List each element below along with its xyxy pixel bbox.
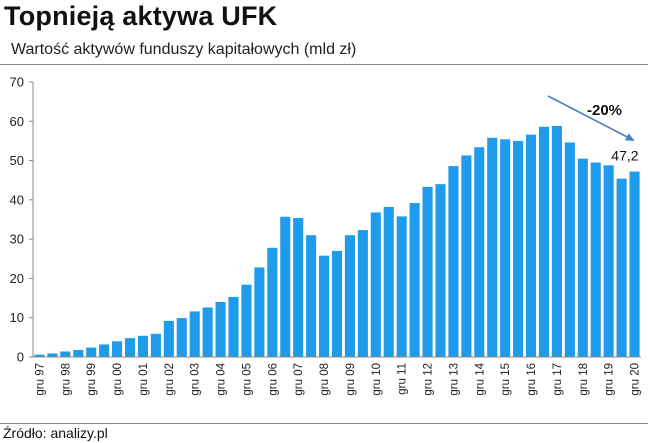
- x-tick-label: gru 20: [630, 363, 642, 396]
- bar: [370, 212, 381, 357]
- bar: [487, 137, 498, 357]
- x-tick-label: gru 99: [86, 363, 98, 396]
- y-tick-label: 60: [10, 114, 24, 129]
- x-tick-label: gru 97: [35, 363, 47, 396]
- y-tick-label: 0: [17, 350, 24, 365]
- bar: [150, 333, 161, 357]
- x-tick-label: gru 03: [190, 363, 202, 396]
- bar: [422, 186, 433, 357]
- x-tick-label: gru 98: [60, 363, 72, 396]
- bars: [34, 126, 640, 357]
- x-tick-label: gru 08: [319, 363, 331, 396]
- y-tick-label: 20: [10, 271, 24, 286]
- bar: [202, 307, 213, 357]
- y-tick-label: 10: [10, 310, 24, 325]
- bar: [254, 267, 265, 357]
- trend-arrow: [547, 95, 635, 141]
- last-value-label: 47,2: [611, 148, 638, 164]
- x-tick-label: gru 12: [423, 363, 435, 396]
- bar: [241, 284, 252, 357]
- y-tick-label: 70: [10, 75, 24, 90]
- bar: [526, 134, 537, 357]
- x-tick-label: gru 15: [500, 363, 512, 396]
- y-tick-label: 50: [10, 153, 24, 168]
- bottom-divider: [0, 423, 648, 424]
- bar: [280, 216, 291, 357]
- bar: [137, 335, 148, 357]
- bar: [73, 349, 84, 357]
- bar: [319, 255, 330, 357]
- bar: [383, 206, 394, 357]
- x-axis: gru 97 gru 98 gru 99 gru 00 gru 01 gru 02 gru …: [33, 356, 642, 396]
- x-tick-label: gru 10: [371, 363, 383, 396]
- chart-title: Topnieją aktywa UFK: [4, 1, 278, 31]
- bar: [331, 250, 343, 357]
- bar: [215, 302, 226, 357]
- y-axis: 0 10 20 30 40 50 60 70: [10, 75, 34, 365]
- bar: [47, 353, 58, 357]
- top-divider: [0, 64, 648, 65]
- x-tick-label: gru 14: [474, 362, 486, 395]
- bar: [34, 354, 45, 357]
- chart-subtitle: Wartość aktywów funduszy kapitałowych (m…: [11, 41, 357, 58]
- bar-chart: 0 10 20 30 40 50 60 70 gru 97 gru 98 gru 99 gru 00…: [10, 75, 642, 396]
- x-tick-label: gru 01: [138, 363, 150, 396]
- x-tick-label: gru 19: [604, 363, 616, 396]
- bar: [163, 320, 174, 357]
- x-tick-label: gru 11: [397, 363, 409, 395]
- x-tick-label: gru 00: [112, 363, 124, 396]
- bar: [551, 126, 562, 357]
- y-tick-label: 40: [10, 192, 24, 207]
- x-tick-label: gru 16: [526, 363, 538, 396]
- bar: [603, 165, 614, 357]
- bar: [396, 216, 407, 357]
- source-note: Źródło: analizy.pl: [3, 425, 108, 441]
- x-tick-label: gru 09: [345, 363, 357, 396]
- bar: [500, 139, 511, 357]
- x-tick-label: gru 02: [164, 363, 176, 396]
- bar: [228, 296, 239, 357]
- x-tick-label: gru 06: [267, 363, 279, 396]
- x-tick-label: gru 07: [293, 363, 305, 396]
- bar: [112, 341, 123, 357]
- bar: [293, 217, 304, 357]
- bar: [357, 230, 368, 357]
- bar: [474, 147, 485, 357]
- x-tick-label: gru 04: [216, 362, 228, 395]
- y-tick-label: 30: [10, 232, 24, 247]
- bar: [590, 162, 601, 357]
- bar: [124, 338, 136, 357]
- bar: [461, 155, 472, 357]
- bar: [86, 347, 97, 357]
- x-tick-label: gru 18: [578, 363, 590, 396]
- bar: [99, 344, 110, 357]
- bar: [513, 140, 524, 357]
- x-tick-label: gru 17: [552, 363, 564, 396]
- percent-change-label: -20%: [587, 102, 622, 119]
- bar: [629, 171, 640, 357]
- bar: [448, 166, 459, 357]
- x-tick-label: gru 13: [448, 363, 460, 396]
- bar: [538, 126, 550, 357]
- bar: [344, 235, 355, 357]
- bar: [564, 142, 575, 357]
- bar: [577, 158, 588, 357]
- bar: [616, 178, 627, 357]
- annotations: -20% 47,2: [547, 95, 639, 164]
- bar: [435, 184, 446, 357]
- bar: [176, 318, 187, 357]
- bar: [409, 203, 420, 357]
- bar: [306, 235, 317, 357]
- bar: [189, 311, 200, 357]
- x-tick-label: gru 05: [241, 363, 253, 396]
- bar: [60, 351, 71, 357]
- bar: [267, 247, 278, 357]
